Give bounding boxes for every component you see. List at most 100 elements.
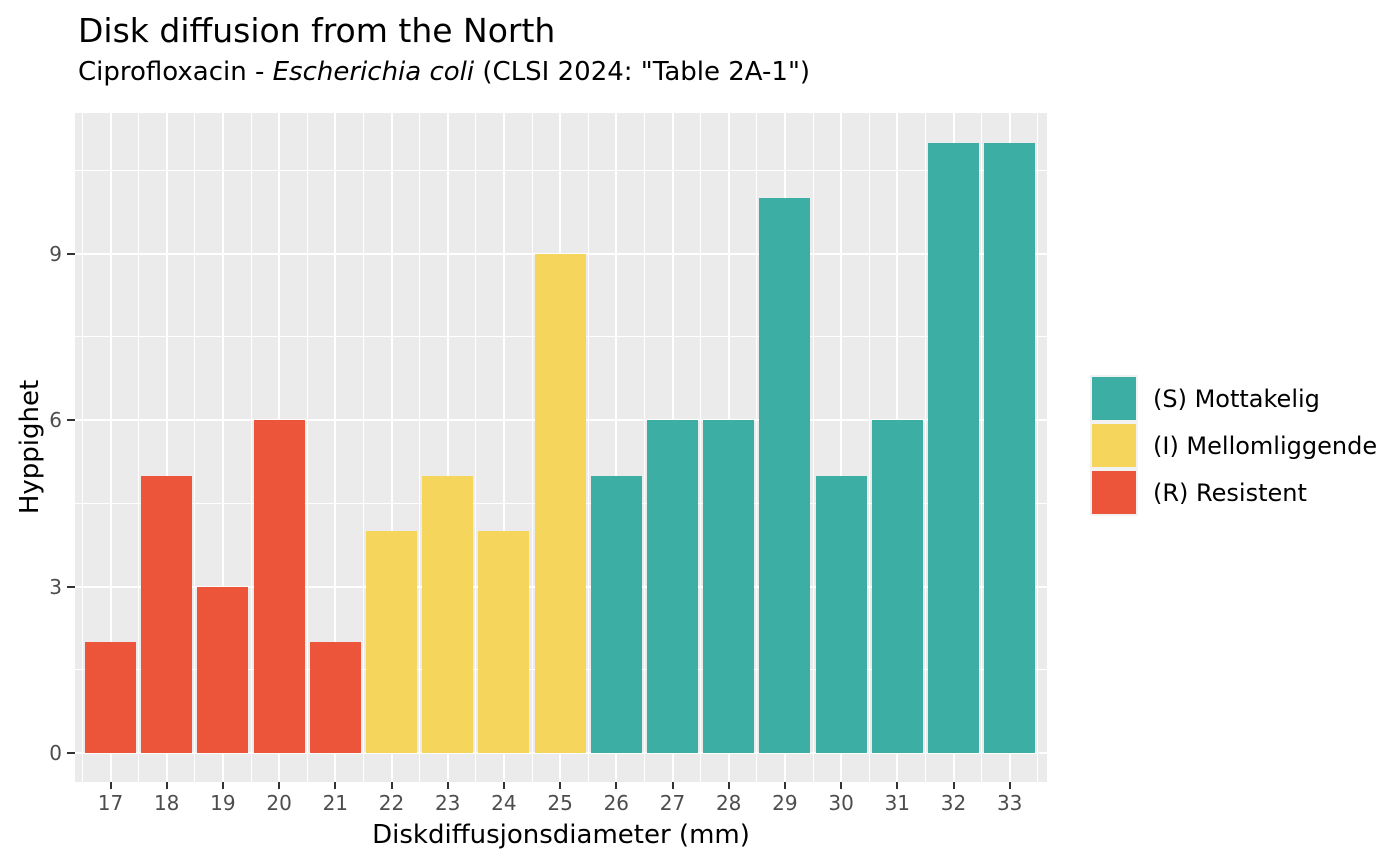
x-tick-mark — [952, 782, 955, 789]
gridline-minor-x — [868, 113, 870, 782]
bar-24 — [478, 531, 530, 753]
gridline-minor-x — [700, 113, 702, 782]
gridline-major-x — [390, 113, 393, 782]
x-tick-label: 30 — [828, 791, 854, 815]
gridline-minor-x — [250, 113, 252, 782]
x-tick-mark — [559, 782, 562, 789]
legend-key-S — [1090, 375, 1138, 422]
bar-18 — [141, 475, 193, 753]
gridline-major-x — [840, 113, 843, 782]
bar-25 — [534, 253, 586, 753]
x-tick-label: 33 — [996, 791, 1023, 815]
bar-20 — [253, 420, 305, 753]
gridline-minor-x — [924, 113, 926, 782]
x-tick-mark — [840, 782, 843, 789]
gridline-major-x — [221, 113, 224, 782]
gridline-minor-x — [643, 113, 645, 782]
bar-32 — [928, 142, 979, 753]
x-tick-label: 18 — [153, 791, 180, 815]
y-tick-mark — [67, 752, 75, 754]
legend-label-I: (I) Mellomliggende — [1153, 431, 1378, 460]
x-tick-mark — [334, 782, 337, 789]
bar-29 — [759, 198, 811, 753]
legend-entry-R: (R) Resistent — [1090, 469, 1377, 516]
y-tick-mark — [67, 585, 75, 588]
legend-key-R — [1090, 469, 1138, 516]
bar-31 — [871, 420, 923, 753]
x-tick-mark — [671, 782, 674, 789]
x-tick-mark — [109, 782, 112, 789]
gridline-minor-x — [138, 113, 140, 782]
bar-21 — [309, 642, 361, 753]
x-tick-label: 28 — [715, 791, 742, 815]
x-tick-label: 29 — [772, 791, 798, 815]
y-tick-label: 6 — [49, 408, 62, 433]
x-tick-label: 24 — [491, 791, 517, 815]
subtitle-suffix: (CLSI 2024: "Table 2A-1") — [474, 57, 811, 87]
gridline-major-x — [109, 113, 112, 782]
gridline-minor-x — [306, 113, 308, 782]
legend-swatch-I — [1092, 424, 1136, 467]
chart-title: Disk diffusion from the North — [78, 11, 556, 50]
legend-entry-S: (S) Mottakelig — [1090, 375, 1377, 422]
legend-swatch-S — [1092, 377, 1136, 420]
x-tick-mark — [615, 782, 618, 789]
x-tick-mark — [502, 782, 505, 789]
legend-label-R: (R) Resistent — [1153, 478, 1307, 507]
x-tick-label: 19 — [210, 791, 236, 815]
y-tick-label: 9 — [49, 241, 62, 266]
gridline-major-x — [502, 113, 505, 782]
bar-17 — [85, 642, 136, 753]
x-tick-label: 25 — [547, 791, 573, 815]
y-tick-label: 3 — [49, 574, 62, 599]
x-tick-mark — [446, 782, 449, 789]
bar-30 — [815, 475, 867, 753]
subtitle-prefix: Ciprofloxacin - — [78, 57, 273, 87]
legend: (S) Mottakelig (I) Mellomliggende (R) Resi… — [1090, 375, 1377, 516]
gridline-major-x — [334, 113, 337, 782]
bar-23 — [422, 475, 474, 753]
y-tick-mark — [67, 419, 75, 422]
x-tick-label: 23 — [434, 791, 461, 815]
bar-19 — [197, 586, 249, 753]
x-tick-label: 21 — [322, 791, 349, 815]
gridline-minor-x — [81, 113, 83, 782]
x-tick-label: 27 — [659, 791, 686, 815]
gridline-minor-x — [812, 113, 814, 782]
gridline-minor-x — [587, 113, 589, 782]
x-tick-mark — [278, 782, 281, 789]
x-tick-label: 32 — [940, 791, 967, 815]
gridline-minor-x — [756, 113, 758, 782]
bar-26 — [590, 475, 642, 753]
gridline-minor-x — [531, 113, 533, 782]
gridline-major-x — [446, 113, 449, 782]
bar-28 — [703, 420, 755, 753]
x-tick-label: 22 — [378, 791, 405, 815]
bar-33 — [984, 142, 1036, 753]
x-tick-mark — [1008, 782, 1011, 789]
plot-panel — [75, 113, 1047, 782]
x-axis-title: Diskdiffusjonsdiameter (mm) — [372, 820, 750, 850]
gridline-minor-x — [194, 113, 196, 782]
x-tick-mark — [727, 782, 730, 789]
subtitle-organism: Escherichia coli — [272, 57, 475, 87]
legend-label-S: (S) Mottakelig — [1153, 384, 1320, 413]
gridline-minor-x — [419, 113, 421, 782]
gridline-major-x — [615, 113, 618, 782]
bar-22 — [366, 531, 417, 753]
y-tick-label: 0 — [49, 741, 62, 765]
gridline-minor-x — [475, 113, 477, 782]
chart-subtitle: Ciprofloxacin - Escherichia coli (CLSI 2… — [78, 57, 810, 87]
gridline-minor-x — [981, 113, 983, 782]
legend-swatch-R — [1092, 471, 1136, 514]
x-tick-label: 17 — [97, 791, 124, 815]
x-tick-mark — [896, 782, 899, 789]
bar-27 — [647, 420, 698, 753]
x-tick-label: 26 — [603, 791, 630, 815]
gridline-minor-x — [1037, 113, 1039, 782]
x-tick-mark — [783, 782, 786, 789]
y-axis-title: Hyppighet — [15, 379, 45, 515]
legend-entry-I: (I) Mellomliggende — [1090, 422, 1377, 469]
x-tick-label: 20 — [266, 791, 292, 815]
